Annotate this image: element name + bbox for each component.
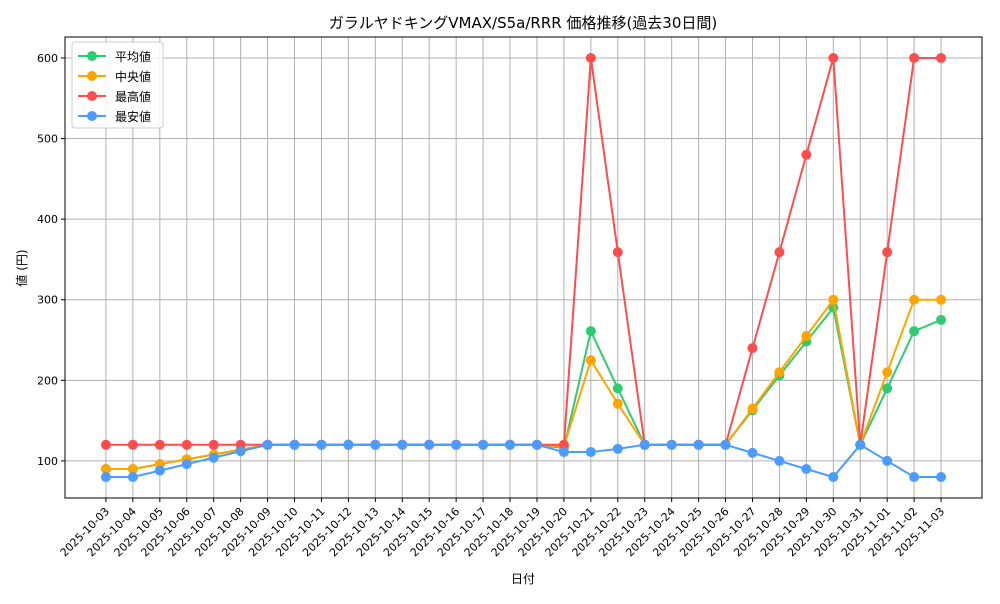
data-point — [181, 459, 192, 470]
series-line — [105, 56, 942, 446]
data-point — [882, 367, 893, 378]
legend-label: 中央値 — [115, 69, 151, 84]
data-point — [397, 439, 408, 450]
data-point — [154, 465, 165, 476]
data-point — [801, 331, 812, 342]
legend-marker — [87, 111, 97, 121]
data-point — [100, 463, 111, 474]
data-point — [612, 247, 623, 258]
data-point — [478, 439, 489, 450]
data-point — [235, 446, 246, 457]
data-point — [720, 439, 731, 450]
series-line — [105, 297, 942, 470]
legend-marker — [87, 71, 97, 81]
data-point — [505, 439, 516, 450]
data-point — [936, 314, 947, 325]
legend-marker — [87, 91, 97, 101]
plot-frame — [64, 36, 983, 499]
data-point — [909, 294, 920, 305]
data-point — [936, 52, 947, 63]
data-point — [100, 439, 111, 450]
series-最高値 — [100, 52, 947, 450]
data-point — [289, 439, 300, 450]
grid — [65, 37, 982, 498]
data-point — [882, 247, 893, 258]
data-point — [747, 343, 758, 354]
data-point — [774, 367, 785, 378]
data-point — [693, 439, 704, 450]
data-point — [612, 383, 623, 394]
data-point — [424, 439, 435, 450]
data-point — [585, 355, 596, 366]
data-point — [612, 398, 623, 409]
legend-label: 最安値 — [115, 109, 151, 124]
data-point — [558, 447, 569, 458]
x-axis-label: 日付 — [511, 572, 535, 586]
legend-marker — [87, 51, 97, 61]
y-tick-label: 600 — [37, 52, 58, 65]
data-point — [936, 294, 947, 305]
series-中央値 — [100, 294, 947, 474]
data-point — [343, 439, 354, 450]
data-point — [585, 326, 596, 337]
data-point — [855, 439, 866, 450]
data-point — [262, 439, 273, 450]
data-point — [909, 472, 920, 483]
data-point — [127, 439, 138, 450]
y-tick-label: 500 — [37, 133, 58, 146]
data-point — [316, 439, 327, 450]
y-tick-label: 200 — [37, 374, 58, 387]
data-point — [181, 439, 192, 450]
data-point — [909, 326, 920, 337]
data-point — [208, 439, 219, 450]
legend-label: 最高値 — [115, 89, 151, 104]
data-point — [774, 455, 785, 466]
data-point — [828, 472, 839, 483]
data-point — [828, 294, 839, 305]
data-point — [747, 403, 758, 414]
y-tick-label: 300 — [37, 294, 58, 307]
data-point — [531, 439, 542, 450]
series-lines — [100, 52, 947, 483]
y-tick-label: 400 — [37, 213, 58, 226]
axis-ticks: 2025-10-032025-10-042025-10-052025-10-06… — [37, 52, 947, 559]
data-point — [747, 447, 758, 458]
data-point — [127, 472, 138, 483]
data-point — [936, 472, 947, 483]
data-point — [154, 439, 165, 450]
data-point — [558, 439, 569, 450]
data-point — [208, 452, 219, 463]
y-tick-label: 100 — [37, 455, 58, 468]
data-point — [100, 472, 111, 483]
data-point — [828, 52, 839, 63]
data-point — [451, 439, 462, 450]
data-point — [801, 149, 812, 160]
chart-title: ガラルヤドキングVMAX/S5a/RRR 価格推移(過去30日間) — [329, 14, 717, 32]
data-point — [639, 439, 650, 450]
data-point — [370, 439, 381, 450]
series-平均値 — [100, 302, 947, 474]
data-point — [774, 247, 785, 258]
legend-box — [71, 41, 164, 129]
data-point — [585, 447, 596, 458]
data-point — [585, 52, 596, 63]
data-point — [666, 439, 677, 450]
series-最安値 — [100, 439, 947, 483]
data-point — [801, 463, 812, 474]
data-point — [612, 443, 623, 454]
y-axis-label: 値 (円) — [14, 249, 29, 286]
data-point — [127, 463, 138, 474]
legend-label: 平均値 — [115, 49, 151, 64]
data-point — [882, 383, 893, 394]
data-point — [882, 455, 893, 466]
data-point — [909, 52, 920, 63]
